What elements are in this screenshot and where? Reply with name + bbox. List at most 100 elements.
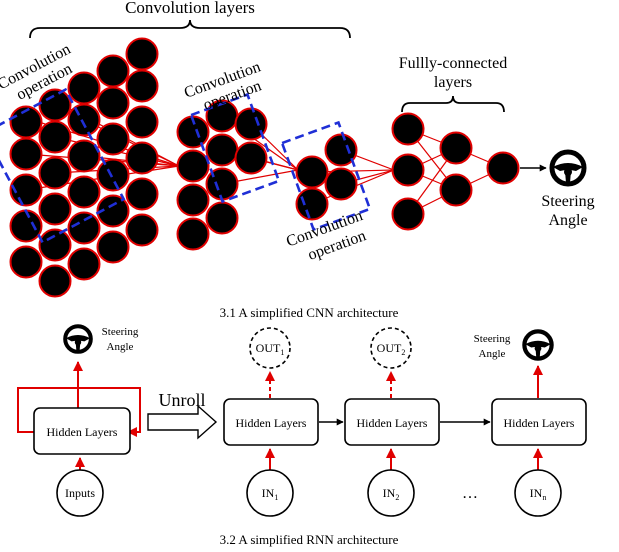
svg-text:Angle: Angle — [479, 348, 506, 360]
neuron — [176, 183, 210, 217]
out-node-2 — [370, 327, 412, 369]
neuron — [295, 187, 329, 221]
neuron — [38, 264, 72, 298]
neuron — [125, 37, 159, 71]
svg-text:OUT2: OUT2 — [377, 341, 406, 357]
svg-text:IN1: IN1 — [262, 486, 279, 502]
neuron — [125, 141, 159, 175]
cnn-architecture: Convolution layers Convolution operation… — [0, 0, 595, 320]
neuron — [176, 149, 210, 183]
rnn-caption: 3.2 A simplified RNN architecture — [220, 532, 399, 547]
connection-edge — [83, 119, 180, 167]
kernel-box-1 — [0, 87, 126, 245]
cnn-conv-layer-3 — [295, 133, 358, 221]
neuron — [125, 69, 159, 103]
rnn-step-1: OUT1 Hidden Layers IN1 — [223, 327, 319, 517]
neuron — [38, 192, 72, 226]
neuron — [67, 247, 101, 281]
hidden-box-n — [491, 398, 587, 446]
neuron — [295, 155, 329, 189]
in-node-1 — [246, 469, 294, 517]
neuron — [38, 88, 72, 122]
neuron — [38, 228, 72, 262]
rnn-step-2: OUT2 Hidden Layers IN2 — [344, 327, 440, 517]
neuron — [176, 217, 210, 251]
neuron — [205, 133, 239, 167]
cnn-caption: 3.1 A simplified CNN architecture — [220, 305, 399, 320]
neuron — [391, 197, 425, 231]
folded-hidden-box — [33, 407, 131, 455]
neuron — [38, 120, 72, 154]
out-node-1 — [249, 327, 291, 369]
neuron — [234, 107, 268, 141]
ellipsis: … — [462, 485, 478, 502]
fc-brace — [401, 95, 505, 113]
cnn-fully-connected-layers — [391, 112, 520, 231]
neuron — [67, 71, 101, 105]
conv-layers-brace — [29, 19, 351, 39]
steering-wheel-icon — [63, 324, 93, 354]
neuron — [67, 103, 101, 137]
neuron — [96, 54, 130, 88]
hidden-box-2 — [344, 398, 440, 446]
neuron — [96, 194, 130, 228]
rnn-architecture: Steering Angle Hidden Layers Inputs Unro… — [17, 324, 587, 547]
conv-layers-title: Convolution layers — [125, 0, 255, 17]
neuron — [9, 245, 43, 279]
conv-op-label-3: Convolution operation — [284, 207, 368, 264]
neuron — [96, 230, 130, 264]
in-node-2 — [367, 469, 415, 517]
neuron — [96, 158, 130, 192]
svg-text:INn: INn — [530, 486, 547, 502]
recurrent-loop — [17, 387, 141, 437]
neuron — [205, 201, 239, 235]
neuron — [486, 151, 520, 185]
hidden-label-1: Hidden Layers — [236, 416, 307, 430]
neuron — [67, 211, 101, 245]
neuron — [67, 175, 101, 209]
folded-input-label: Inputs — [65, 486, 95, 500]
rnn-folded: Steering Angle Hidden Layers Inputs — [17, 324, 141, 517]
hidden-label-2: Hidden Layers — [357, 416, 428, 430]
cnn-conv-layer-2 — [176, 99, 268, 251]
neuron — [125, 105, 159, 139]
neuron — [391, 112, 425, 146]
neuron — [176, 115, 210, 149]
svg-text:IN2: IN2 — [383, 486, 400, 502]
neuron — [96, 122, 130, 156]
svg-text:Unroll: Unroll — [159, 390, 206, 410]
cnn-output-label-line2: Angle — [548, 212, 587, 229]
kernel-box-2 — [189, 92, 281, 204]
svg-text:Steering: Steering — [474, 333, 511, 345]
neuron — [324, 133, 358, 167]
neuron — [324, 167, 358, 201]
neuron — [9, 137, 43, 171]
neuron — [234, 141, 268, 175]
unroll-arrow: Unroll — [147, 390, 218, 440]
steering-wheel-icon — [552, 152, 584, 184]
kernel-box-3 — [280, 120, 372, 232]
neuron — [125, 177, 159, 211]
hidden-label-n: Hidden Layers — [504, 416, 575, 430]
neuron — [38, 156, 72, 190]
neuron — [9, 209, 43, 243]
cnn-input-layer — [9, 37, 159, 298]
hidden-box-1 — [223, 398, 319, 446]
in-node-n — [514, 469, 562, 517]
neuron — [439, 131, 473, 165]
folded-input-node — [56, 469, 104, 517]
neuron — [96, 86, 130, 120]
steering-wheel-icon — [524, 331, 551, 358]
fc-title-line1: Fullly-connected — [399, 55, 507, 72]
rnn-step-n: Steering Angle Hidden Layers INn — [474, 331, 587, 517]
fc-title-line2: layers — [434, 74, 472, 91]
svg-text:OUT1: OUT1 — [256, 341, 285, 357]
neuron — [67, 139, 101, 173]
neuron — [125, 213, 159, 247]
neuron — [439, 173, 473, 207]
folded-output-line2: Angle — [107, 341, 134, 353]
folded-output-line1: Steering — [102, 326, 139, 338]
neuron — [391, 153, 425, 187]
folded-hidden-label: Hidden Layers — [47, 425, 118, 439]
